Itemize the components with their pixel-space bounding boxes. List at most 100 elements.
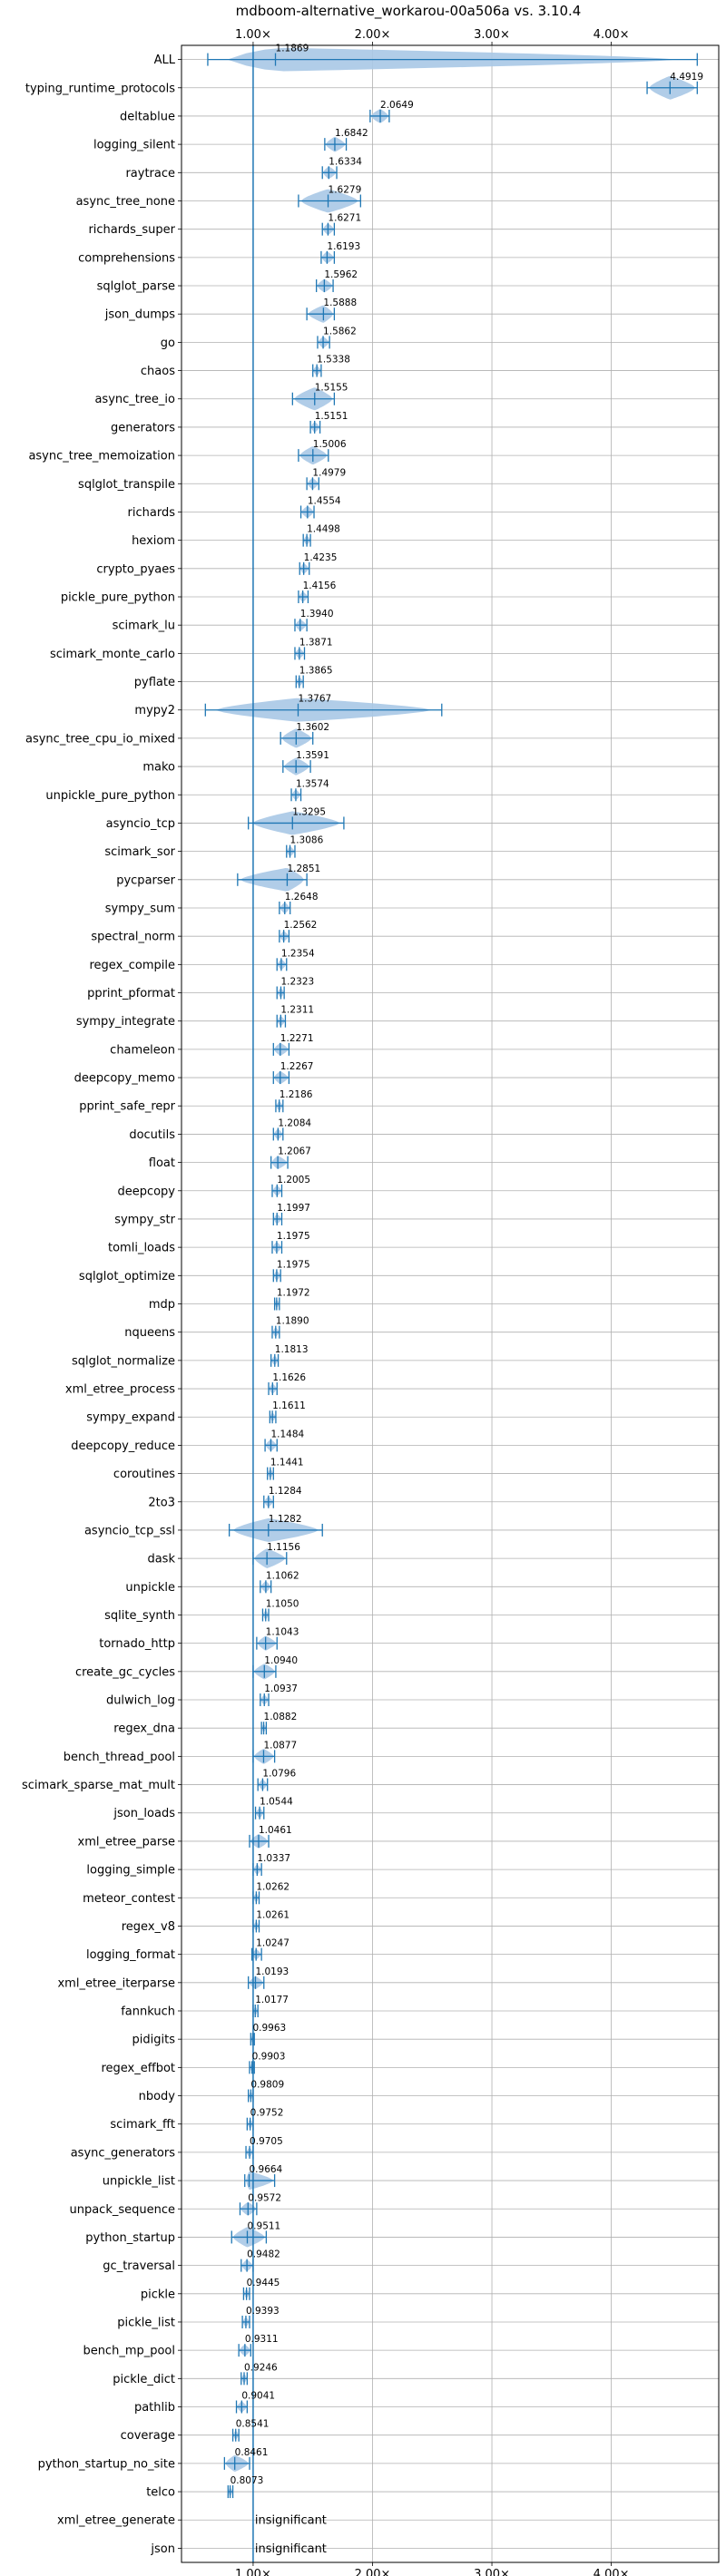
value-label: 1.5862	[323, 326, 357, 337]
x-tick-label-top: 4.00×	[594, 28, 630, 42]
value-label: 1.4498	[307, 524, 340, 535]
value-label: 1.2271	[280, 1033, 314, 1044]
y-tick-label: unpickle	[125, 1581, 175, 1595]
value-label: 1.0262	[256, 1881, 289, 1892]
value-label: 1.1813	[275, 1344, 309, 1355]
y-tick-label: pprint_pformat	[87, 987, 175, 1000]
y-tick-label: async_generators	[71, 2146, 176, 2160]
y-tick-label: richards_super	[88, 223, 175, 237]
y-tick-label: nqueens	[124, 1326, 175, 1340]
y-tick-label: bench_mp_pool	[83, 2345, 175, 2358]
y-tick-label: regex_compile	[89, 959, 175, 972]
value-label: 1.0337	[257, 1853, 290, 1864]
y-tick-layer: ALL typing_runtime_protocols deltablue logg…	[22, 54, 182, 2556]
y-tick-label: sqlglot_normalize	[72, 1354, 175, 1368]
y-tick-label: pickle_dict	[113, 2373, 175, 2386]
y-tick-label: sympy_sum	[105, 902, 175, 915]
value-label: 1.0940	[264, 1655, 298, 1666]
value-label: 1.2186	[280, 1089, 313, 1100]
y-tick-label: hexiom	[132, 534, 175, 548]
y-tick-label: generators	[111, 421, 175, 434]
value-label: 1.1062	[266, 1570, 299, 1581]
value-label: 1.3865	[299, 666, 333, 677]
y-tick-label: go	[161, 337, 175, 350]
value-label: 1.3591	[296, 750, 329, 761]
y-tick-label: xml_etree_process	[65, 1383, 175, 1397]
y-tick-label: pycparser	[116, 873, 175, 887]
value-label: 1.5006	[313, 439, 347, 450]
value-label: 1.3602	[296, 722, 329, 733]
y-tick-label: pprint_safe_repr	[79, 1100, 175, 1114]
value-label: 0.8073	[231, 2475, 264, 2486]
value-label: 0.9311	[245, 2334, 279, 2345]
y-tick-label: sqlglot_parse	[97, 280, 175, 294]
value-label: 1.1043	[266, 1627, 299, 1638]
value-label: 1.1972	[277, 1288, 310, 1299]
value-label: 0.8461	[235, 2447, 269, 2458]
y-tick-label: xml_etree_iterparse	[57, 1976, 175, 1990]
y-tick-label: sympy_expand	[86, 1411, 175, 1425]
y-tick-label: comprehensions	[78, 251, 175, 265]
y-tick-label: tornado_http	[99, 1637, 175, 1651]
y-tick-label: asyncio_tcp	[106, 817, 175, 831]
y-tick-label: unpickle_pure_python	[45, 789, 175, 803]
value-label: 1.0177	[255, 1995, 289, 2005]
value-label: 1.5155	[315, 383, 348, 394]
y-tick-label: async_tree_memoization	[28, 450, 175, 463]
y-tick-label: json_dumps	[104, 308, 175, 322]
value-label: 0.9393	[246, 2306, 280, 2317]
y-tick-label: float	[149, 1156, 175, 1170]
value-label: 1.1282	[269, 1514, 302, 1525]
value-label: 0.9482	[247, 2249, 280, 2260]
value-label: 1.2267	[280, 1061, 314, 1072]
y-tick-label: bench_thread_pool	[64, 1751, 175, 1764]
value-label: 1.0461	[259, 1825, 292, 1836]
y-tick-label: python_startup_no_site	[38, 2457, 175, 2471]
value-label: 0.9572	[248, 2192, 281, 2203]
value-label: 0.9752	[250, 2108, 284, 2119]
x-tick-label-bottom: 4.00×	[594, 2568, 630, 2576]
value-label: 0.9963	[252, 2023, 286, 2034]
insignificant-label: insignificant	[255, 2542, 327, 2556]
x-tick-label-top: 1.00×	[235, 28, 271, 42]
value-label: 1.5151	[315, 411, 348, 422]
value-label: 1.2648	[285, 892, 319, 903]
value-label: 0.9809	[250, 2080, 284, 2091]
y-tick-label: gc_traversal	[103, 2259, 175, 2273]
y-tick-label: telco	[146, 2486, 175, 2500]
y-tick-label: pickle_pure_python	[61, 591, 175, 605]
value-label: 1.0261	[256, 1909, 289, 1920]
y-tick-label: logging_format	[86, 1948, 175, 1962]
y-tick-label: regex_dna	[113, 1722, 175, 1736]
value-label: 1.0882	[264, 1712, 298, 1722]
y-tick-label: async_tree_io	[94, 393, 175, 406]
value-label: 1.1611	[272, 1400, 306, 1411]
value-label: 1.0877	[263, 1740, 297, 1751]
value-label: 1.2005	[277, 1175, 310, 1186]
x-tick-label-top: 2.00×	[355, 28, 391, 42]
y-tick-label: mypy2	[134, 704, 175, 717]
value-label-layer: 1.1869 4.4919 2.0649 1.6842 1.6334 1.6279 1.62…	[231, 44, 703, 2556]
value-label: 1.1975	[277, 1231, 310, 1242]
value-label: 1.1441	[270, 1458, 304, 1469]
y-tick-label: pickle_list	[117, 2316, 175, 2329]
value-label: 1.1997	[277, 1203, 310, 1214]
y-tick-label: scimark_sparse_mat_mult	[22, 1779, 175, 1792]
y-tick-label: regex_v8	[122, 1920, 175, 1934]
value-label: 1.6279	[329, 184, 362, 195]
value-label: 1.5962	[324, 269, 358, 280]
y-tick-label: scimark_lu	[113, 620, 175, 633]
y-tick-label: raytrace	[125, 167, 175, 181]
y-tick-label: ALL	[154, 54, 176, 67]
insignificant-label: insignificant	[255, 2514, 327, 2528]
y-tick-label: sqlglot_transpile	[78, 478, 175, 492]
value-label: 1.4235	[304, 552, 338, 563]
y-tick-label: deepcopy	[117, 1185, 175, 1198]
y-tick-label: json_loads	[113, 1807, 175, 1820]
x-tick-label-bottom: 2.00×	[355, 2568, 391, 2576]
value-label: 1.2562	[284, 920, 318, 931]
y-tick-label: xml_etree_parse	[78, 1835, 175, 1849]
value-label: 1.4156	[303, 581, 337, 591]
value-label: 1.6193	[327, 241, 360, 252]
